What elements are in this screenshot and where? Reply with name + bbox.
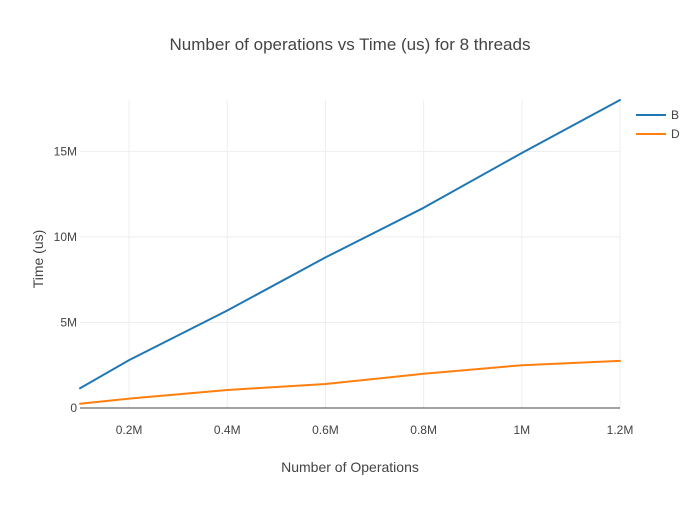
x-tick-label: 1M bbox=[513, 423, 530, 437]
legend-label-D[interactable]: D bbox=[671, 127, 680, 141]
legend-label-B[interactable]: B bbox=[671, 108, 679, 122]
x-tick-label: 1.2M bbox=[607, 423, 634, 437]
x-tick-label: 0.4M bbox=[214, 423, 241, 437]
y-axis-ticks: 0 5M 10M 15M bbox=[54, 144, 78, 415]
series-line-D[interactable] bbox=[79, 359, 621, 405]
series-line-B[interactable] bbox=[79, 99, 621, 390]
x-tick-label: 0.8M bbox=[410, 423, 437, 437]
x-tick-label: 0.2M bbox=[116, 423, 143, 437]
chart-title: Number of operations vs Time (us) for 8 … bbox=[170, 35, 531, 54]
legend: BD bbox=[636, 108, 680, 141]
series-layer bbox=[79, 99, 621, 405]
x-axis-title: Number of Operations bbox=[281, 459, 419, 475]
y-tick-label: 10M bbox=[54, 230, 77, 244]
y-axis-title: Time (us) bbox=[30, 230, 46, 289]
y-tick-label: 15M bbox=[54, 144, 77, 158]
y-tick-label: 0 bbox=[70, 401, 77, 415]
x-axis-ticks: 0.2M 0.4M 0.6M 0.8M 1M 1.2M bbox=[116, 423, 634, 437]
grid-layer bbox=[80, 100, 621, 409]
y-tick-label: 5M bbox=[60, 315, 77, 329]
x-tick-label: 0.6M bbox=[312, 423, 339, 437]
